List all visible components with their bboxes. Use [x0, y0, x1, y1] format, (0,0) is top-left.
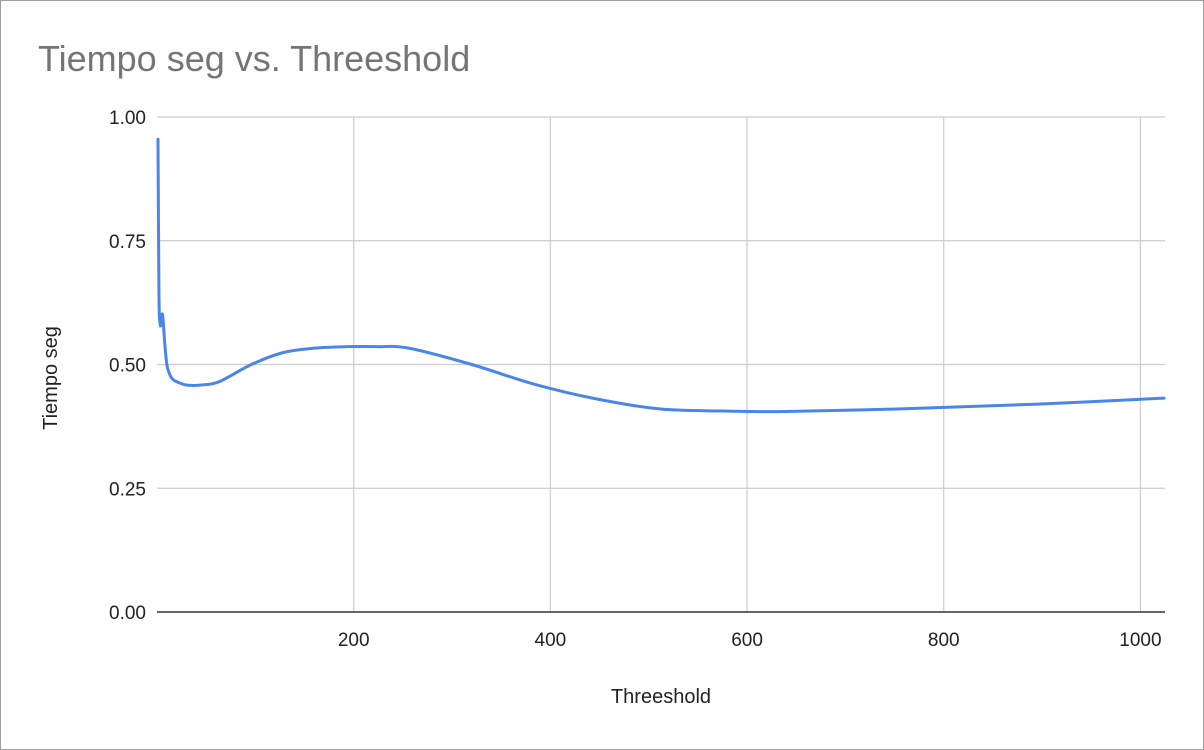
grid-lines: [157, 116, 1165, 612]
series-line: [156, 137, 1166, 414]
x-tick-label: 800: [928, 630, 960, 651]
chart-title: Tiempo seg vs. Threeshold: [38, 38, 471, 79]
y-tick-label: 0.25: [109, 479, 146, 500]
x-axis-label: Threeshold: [611, 686, 711, 708]
x-axis-ticks: 200 400 600 800 1000: [338, 630, 1162, 651]
y-axis-label: Tiempo seg: [40, 326, 62, 430]
y-axis-ticks: 0.00 0.25 0.50 0.75 1.00: [109, 108, 146, 624]
x-tick-label: 600: [731, 630, 763, 651]
y-tick-label: 0.75: [109, 232, 146, 253]
x-tick-label: 1000: [1119, 630, 1161, 651]
x-tick-label: 200: [338, 630, 370, 651]
y-tick-label: 0.00: [109, 603, 146, 624]
y-tick-label: 0.50: [109, 356, 146, 377]
y-tick-label: 1.00: [109, 108, 146, 129]
series-layer: [156, 137, 1166, 414]
x-tick-label: 400: [535, 630, 567, 651]
